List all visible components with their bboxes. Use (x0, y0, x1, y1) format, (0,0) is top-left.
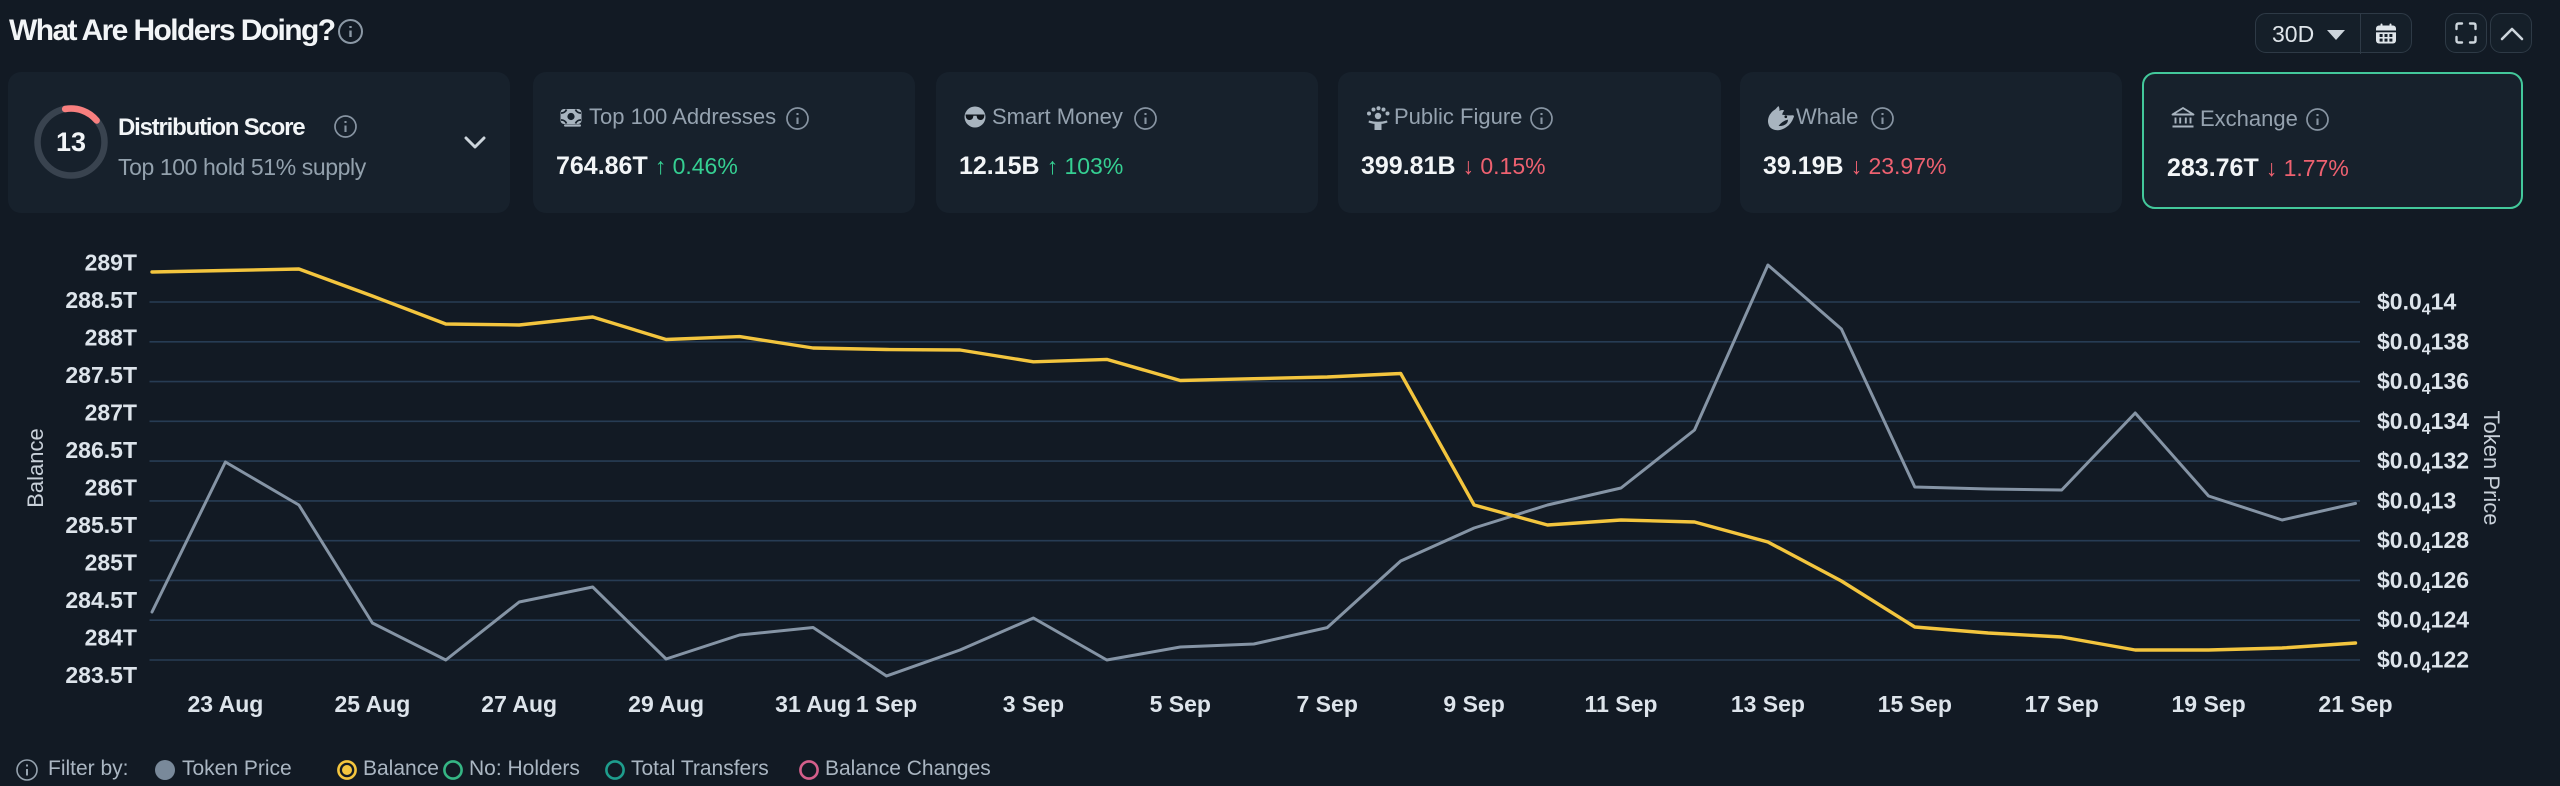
svg-text:13: 13 (56, 127, 86, 157)
svg-text:21 Sep: 21 Sep (2318, 691, 2392, 717)
svg-text:285T: 285T (85, 550, 137, 576)
svg-text:287T: 287T (85, 400, 137, 426)
svg-text:19 Sep: 19 Sep (2172, 691, 2246, 717)
svg-text:$0.04124: $0.04124 (2377, 607, 2469, 637)
svg-text:7 Sep: 7 Sep (1297, 691, 1358, 717)
svg-text:283.5T: 283.5T (65, 662, 137, 688)
svg-text:286.5T: 286.5T (65, 437, 137, 463)
svg-text:1 Sep: 1 Sep (856, 691, 917, 717)
svg-text:$0.0413: $0.0413 (2377, 487, 2456, 517)
svg-text:Balance: Balance (23, 428, 48, 508)
svg-text:3 Sep: 3 Sep (1003, 691, 1064, 717)
svg-text:285.5T: 285.5T (65, 512, 137, 538)
svg-text:$0.04128: $0.04128 (2377, 527, 2469, 557)
svg-text:Token Price: Token Price (2479, 411, 2504, 526)
svg-text:288T: 288T (85, 325, 137, 351)
svg-text:$0.04126: $0.04126 (2377, 567, 2469, 597)
svg-text:9 Sep: 9 Sep (1443, 691, 1504, 717)
svg-text:29 Aug: 29 Aug (628, 691, 704, 717)
svg-text:286T: 286T (85, 475, 137, 501)
svg-text:288.5T: 288.5T (65, 287, 137, 313)
svg-text:284T: 284T (85, 625, 137, 651)
svg-text:23 Aug: 23 Aug (187, 691, 263, 717)
svg-text:$0.0414: $0.0414 (2377, 289, 2456, 319)
svg-text:13 Sep: 13 Sep (1731, 691, 1805, 717)
svg-text:17 Sep: 17 Sep (2025, 691, 2099, 717)
svg-text:27 Aug: 27 Aug (481, 691, 557, 717)
svg-text:11 Sep: 11 Sep (1585, 691, 1658, 717)
svg-text:$0.04138: $0.04138 (2377, 328, 2469, 358)
svg-text:287.5T: 287.5T (65, 362, 137, 388)
svg-text:15 Sep: 15 Sep (1878, 691, 1952, 717)
svg-text:25 Aug: 25 Aug (334, 691, 410, 717)
svg-text:$0.04132: $0.04132 (2377, 448, 2469, 478)
svg-text:$0.04122: $0.04122 (2377, 647, 2469, 677)
svg-text:$0.04136: $0.04136 (2377, 368, 2469, 398)
svg-text:31 Aug: 31 Aug (775, 691, 851, 717)
svg-text:284.5T: 284.5T (65, 587, 137, 613)
svg-text:$0.04134: $0.04134 (2377, 408, 2469, 438)
svg-text:289T: 289T (85, 250, 137, 276)
svg-text:5 Sep: 5 Sep (1150, 691, 1211, 717)
